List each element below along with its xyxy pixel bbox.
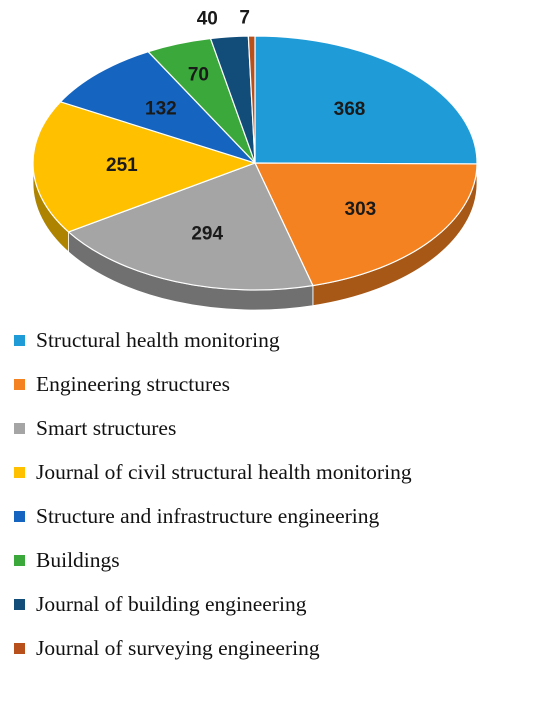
data-label-engineering-structures: 303 — [345, 199, 377, 220]
legend-label: Journal of civil structural health monit… — [36, 459, 412, 484]
pie-slice-journal-of-surveying-engineering — [247, 35, 256, 164]
data-label-journal-of-surveying-engineering: 7 — [239, 8, 250, 29]
legend-item-journal-of-civil-structural-health-monitoring: Journal of civil structural health monit… — [14, 450, 412, 494]
data-label-buildings: 70 — [188, 64, 209, 85]
legend-item-journal-of-building-engineering: Journal of building engineering — [14, 582, 412, 626]
legend: Structural health monitoring Engineering … — [14, 318, 412, 670]
data-label-smart-structures: 294 — [191, 224, 223, 245]
legend-item-journal-of-surveying-engineering: Journal of surveying engineering — [14, 626, 412, 670]
pie-chart: 368 303 294 251 132 70 40 7 — [32, 8, 478, 311]
legend-swatch — [14, 642, 25, 654]
legend-swatch — [14, 554, 25, 566]
pie-slice-structure-and-infrastructure-engineering — [59, 51, 256, 164]
legend-swatch — [14, 598, 25, 610]
legend-label: Buildings — [36, 547, 120, 572]
legend-swatch — [14, 510, 25, 522]
legend-swatch — [14, 422, 25, 434]
legend-item-engineering-structures: Engineering structures — [14, 362, 412, 406]
pie-slice-engineering-structures — [254, 162, 478, 287]
legend-swatch — [14, 466, 25, 478]
pie-slices — [32, 35, 478, 291]
data-label-structure-and-infrastructure-engineering: 132 — [145, 99, 177, 120]
pie-data-labels: 368 303 294 251 132 70 40 7 — [106, 8, 376, 245]
legend-label: Journal of surveying engineering — [36, 635, 320, 660]
data-label-structural-health-monitoring: 368 — [334, 99, 366, 120]
legend-label: Smart structures — [36, 415, 177, 440]
legend-label: Journal of building engineering — [36, 591, 307, 616]
pie-slice-structural-health-monitoring — [254, 35, 478, 165]
legend-swatch — [14, 378, 25, 390]
legend-item-structural-health-monitoring: Structural health monitoring — [14, 318, 412, 362]
legend-label: Structure and infrastructure engineering — [36, 503, 380, 528]
pie-slice-journal-of-civil-structural-health-monitoring — [32, 101, 256, 233]
data-label-journal-of-building-engineering: 40 — [197, 8, 218, 29]
legend-label: Engineering structures — [36, 371, 231, 396]
legend-item-buildings: Buildings — [14, 538, 412, 582]
legend-swatch — [14, 334, 25, 346]
data-label-journal-of-civil-structural-health-monitoring: 251 — [106, 155, 138, 176]
legend-label: Structural health monitoring — [36, 327, 280, 352]
pie-slice-smart-structures — [67, 162, 314, 291]
legend-item-smart-structures: Smart structures — [14, 406, 412, 450]
legend-item-structure-and-infrastructure-engineering: Structure and infrastructure engineering — [14, 494, 412, 538]
